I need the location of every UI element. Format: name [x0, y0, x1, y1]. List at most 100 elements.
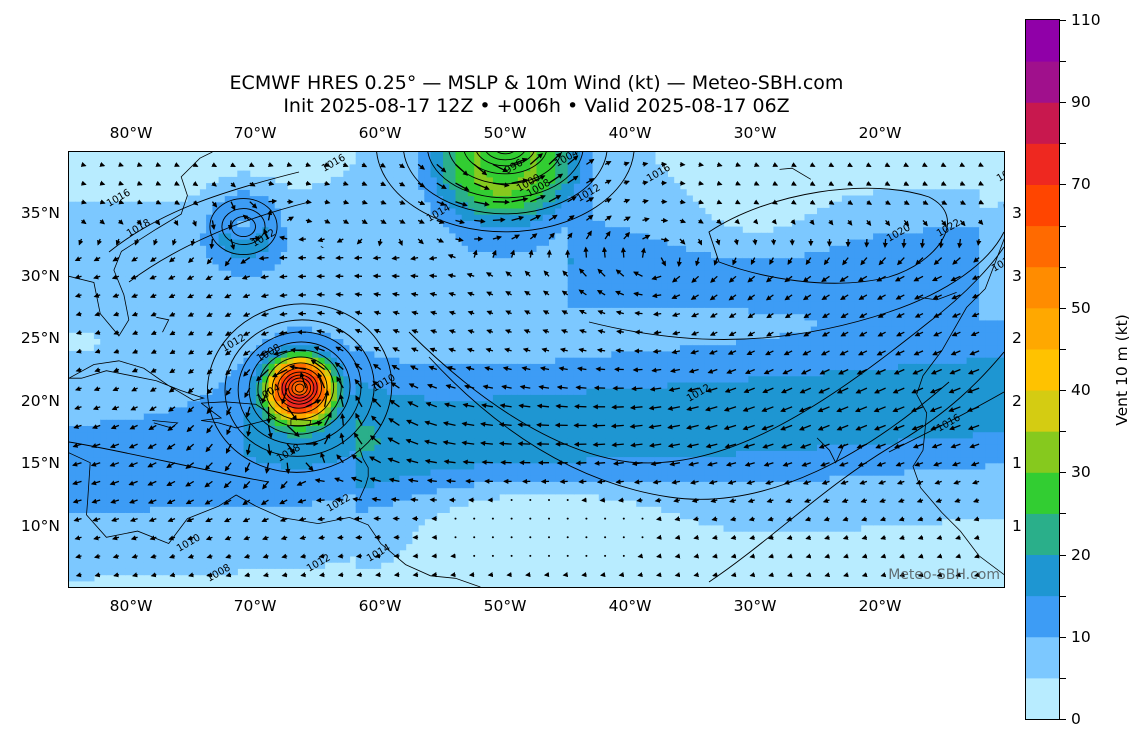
wind-cell [436, 207, 444, 215]
wind-cell [517, 487, 525, 495]
wind-cell [524, 245, 531, 252]
wind-cell [418, 388, 425, 395]
wind-cell [455, 431, 463, 439]
wind-cell [268, 239, 276, 246]
wind-cell [199, 437, 207, 445]
wind-cell [181, 375, 188, 383]
wind-cell [93, 555, 101, 563]
wind-cell [542, 226, 550, 234]
wind-cell [505, 388, 513, 395]
wind-cell [542, 475, 550, 482]
wind-cell [467, 332, 475, 339]
wind-cell [280, 487, 288, 495]
wind-cell [287, 518, 294, 526]
wind-cell [449, 500, 456, 507]
wind-cell [324, 332, 332, 339]
wind-cell [249, 207, 257, 215]
wind-cell [418, 369, 425, 377]
wind-cell [418, 294, 425, 302]
wind-cell [580, 369, 587, 377]
lat-tick: 35°N [20, 204, 60, 222]
wind-cell [492, 276, 500, 284]
wind-cell [305, 189, 313, 197]
wind-cell [231, 388, 238, 395]
wind-cell [181, 531, 188, 538]
wind-cell [436, 158, 444, 165]
wind-cell [573, 375, 581, 383]
wind-cell [386, 214, 394, 221]
wind-cell [312, 214, 319, 221]
wind-cell [436, 288, 444, 296]
wind-cell [499, 375, 506, 383]
wind-cell [150, 493, 157, 501]
wind-cell [330, 226, 338, 234]
wind-cell [268, 338, 276, 346]
wind-cell [455, 456, 463, 464]
wind-cell [492, 444, 500, 451]
wind-cell [243, 307, 251, 315]
wind-cell [474, 338, 481, 346]
wind-cell [393, 537, 400, 545]
wind-cell [69, 512, 76, 520]
wind-cell [199, 388, 207, 395]
wind-cell [143, 506, 151, 513]
wind-cell [505, 475, 513, 482]
wind-cell [274, 425, 282, 433]
wind-cell [181, 369, 188, 377]
wind-cell [499, 481, 506, 489]
wind-cell [330, 375, 338, 383]
wind-cell [318, 543, 326, 551]
wind-cell [418, 245, 425, 252]
wind-cell [100, 481, 107, 489]
wind-cell [411, 294, 419, 302]
wind-cell [156, 357, 164, 364]
wind-cell [118, 251, 126, 259]
wind-cell [75, 307, 82, 315]
wind-cell [175, 413, 182, 420]
wind-cell [93, 549, 101, 557]
wind-cell [268, 468, 276, 476]
wind-cell [193, 214, 201, 221]
wind-cell [349, 195, 357, 203]
wind-cell [193, 475, 201, 482]
wind-cell [305, 220, 313, 228]
wind-cell [206, 531, 213, 538]
wind-cell [424, 350, 432, 358]
wind-cell [118, 288, 126, 296]
wind-cell [249, 301, 257, 308]
wind-cell [555, 307, 562, 315]
wind-cell [193, 562, 201, 569]
wind-cell [386, 332, 394, 339]
wind-cell [206, 270, 213, 277]
wind-cell [467, 444, 475, 451]
wind-cell [399, 388, 407, 395]
wind-cell [231, 251, 238, 259]
wind-cell [262, 270, 269, 277]
wind-cell [555, 350, 562, 358]
wind-cell [312, 313, 319, 321]
wind-cell [549, 270, 556, 277]
wind-cell [430, 512, 438, 520]
wind-cell [224, 263, 232, 271]
wind-cell [486, 176, 494, 184]
wind-cell [355, 481, 363, 489]
wind-cell [405, 357, 413, 364]
wind-cell [181, 493, 188, 501]
wind-cell [274, 214, 282, 221]
wind-cell [424, 220, 432, 228]
wind-cell [580, 444, 587, 451]
wind-pressure-map: 1016 1018 1016 1012 1014 1008 996 1004 1000 1012 1… [68, 151, 1005, 588]
wind-cell [212, 332, 220, 339]
wind-cell [349, 326, 357, 333]
wind-cell [324, 500, 332, 507]
wind-cell [461, 239, 469, 246]
wind-cell [168, 549, 176, 557]
wind-cell [580, 394, 587, 402]
wind-cell [274, 207, 282, 215]
wind-cell [374, 543, 382, 551]
wind-cell [162, 555, 170, 563]
wind-cell [449, 437, 456, 445]
wind-cell [287, 555, 294, 563]
wind-cell [549, 332, 556, 339]
wind-cell [424, 450, 432, 458]
